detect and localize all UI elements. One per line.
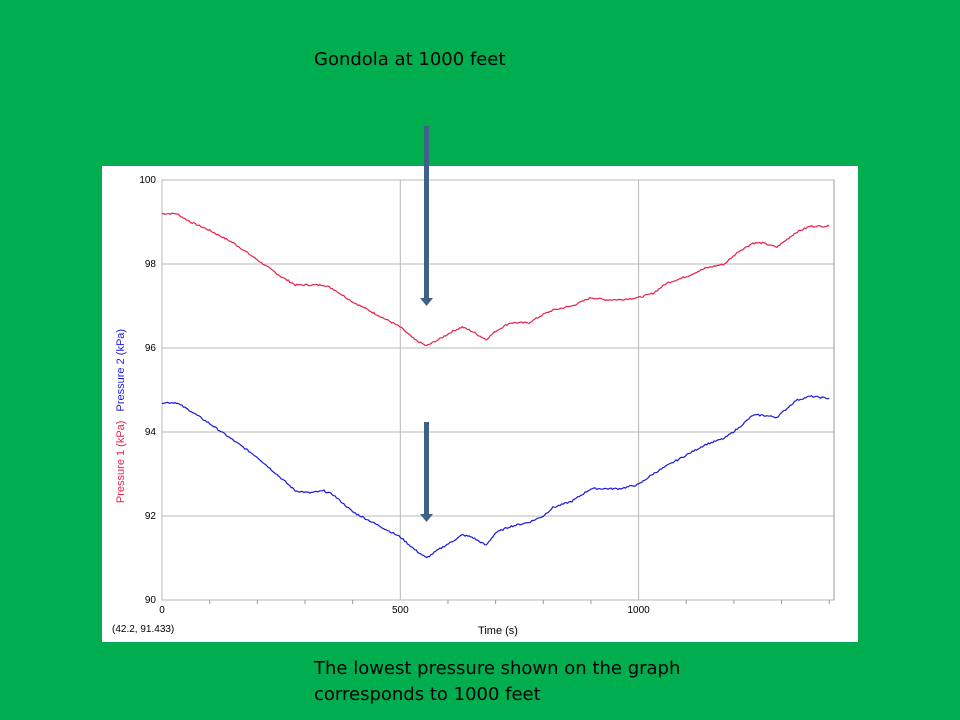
y-axis-title-pressure-1: Pressure 1 (kPa) <box>115 421 127 504</box>
y-tick-label: 98 <box>145 259 157 270</box>
series-line-2 <box>162 395 830 559</box>
y-axis-title-pressure-2: Pressure 2 (kPa) <box>115 329 127 412</box>
series-line-1 <box>161 212 830 347</box>
x-tick-label: 0 <box>159 605 165 616</box>
y-tick-label: 92 <box>145 511 157 522</box>
x-tick-label: 1000 <box>627 605 650 616</box>
chart-panel: 90 92 94 96 98 100 0 500 1000 Time (s) Pressure … <box>102 166 858 642</box>
x-tick-label: 500 <box>392 605 409 616</box>
y-tick-label: 100 <box>139 175 156 186</box>
top-caption: Gondola at 1000 feet <box>314 49 506 70</box>
y-tick-label: 94 <box>145 427 157 438</box>
x-axis-title: Time (s) <box>478 625 518 637</box>
plot-frame <box>161 179 835 601</box>
y-tick-label: 90 <box>145 595 157 606</box>
grid-layer <box>161 179 835 604</box>
bottom-caption: The lowest pressure shown on the graph c… <box>314 658 681 705</box>
y-tick-label: 96 <box>145 343 157 354</box>
y-axis-title: Pressure 1 (kPa) Pressure 2 (kPa) <box>115 329 127 503</box>
series-layer <box>161 212 830 559</box>
cursor-readout: (42.2, 91.433) <box>112 624 174 635</box>
